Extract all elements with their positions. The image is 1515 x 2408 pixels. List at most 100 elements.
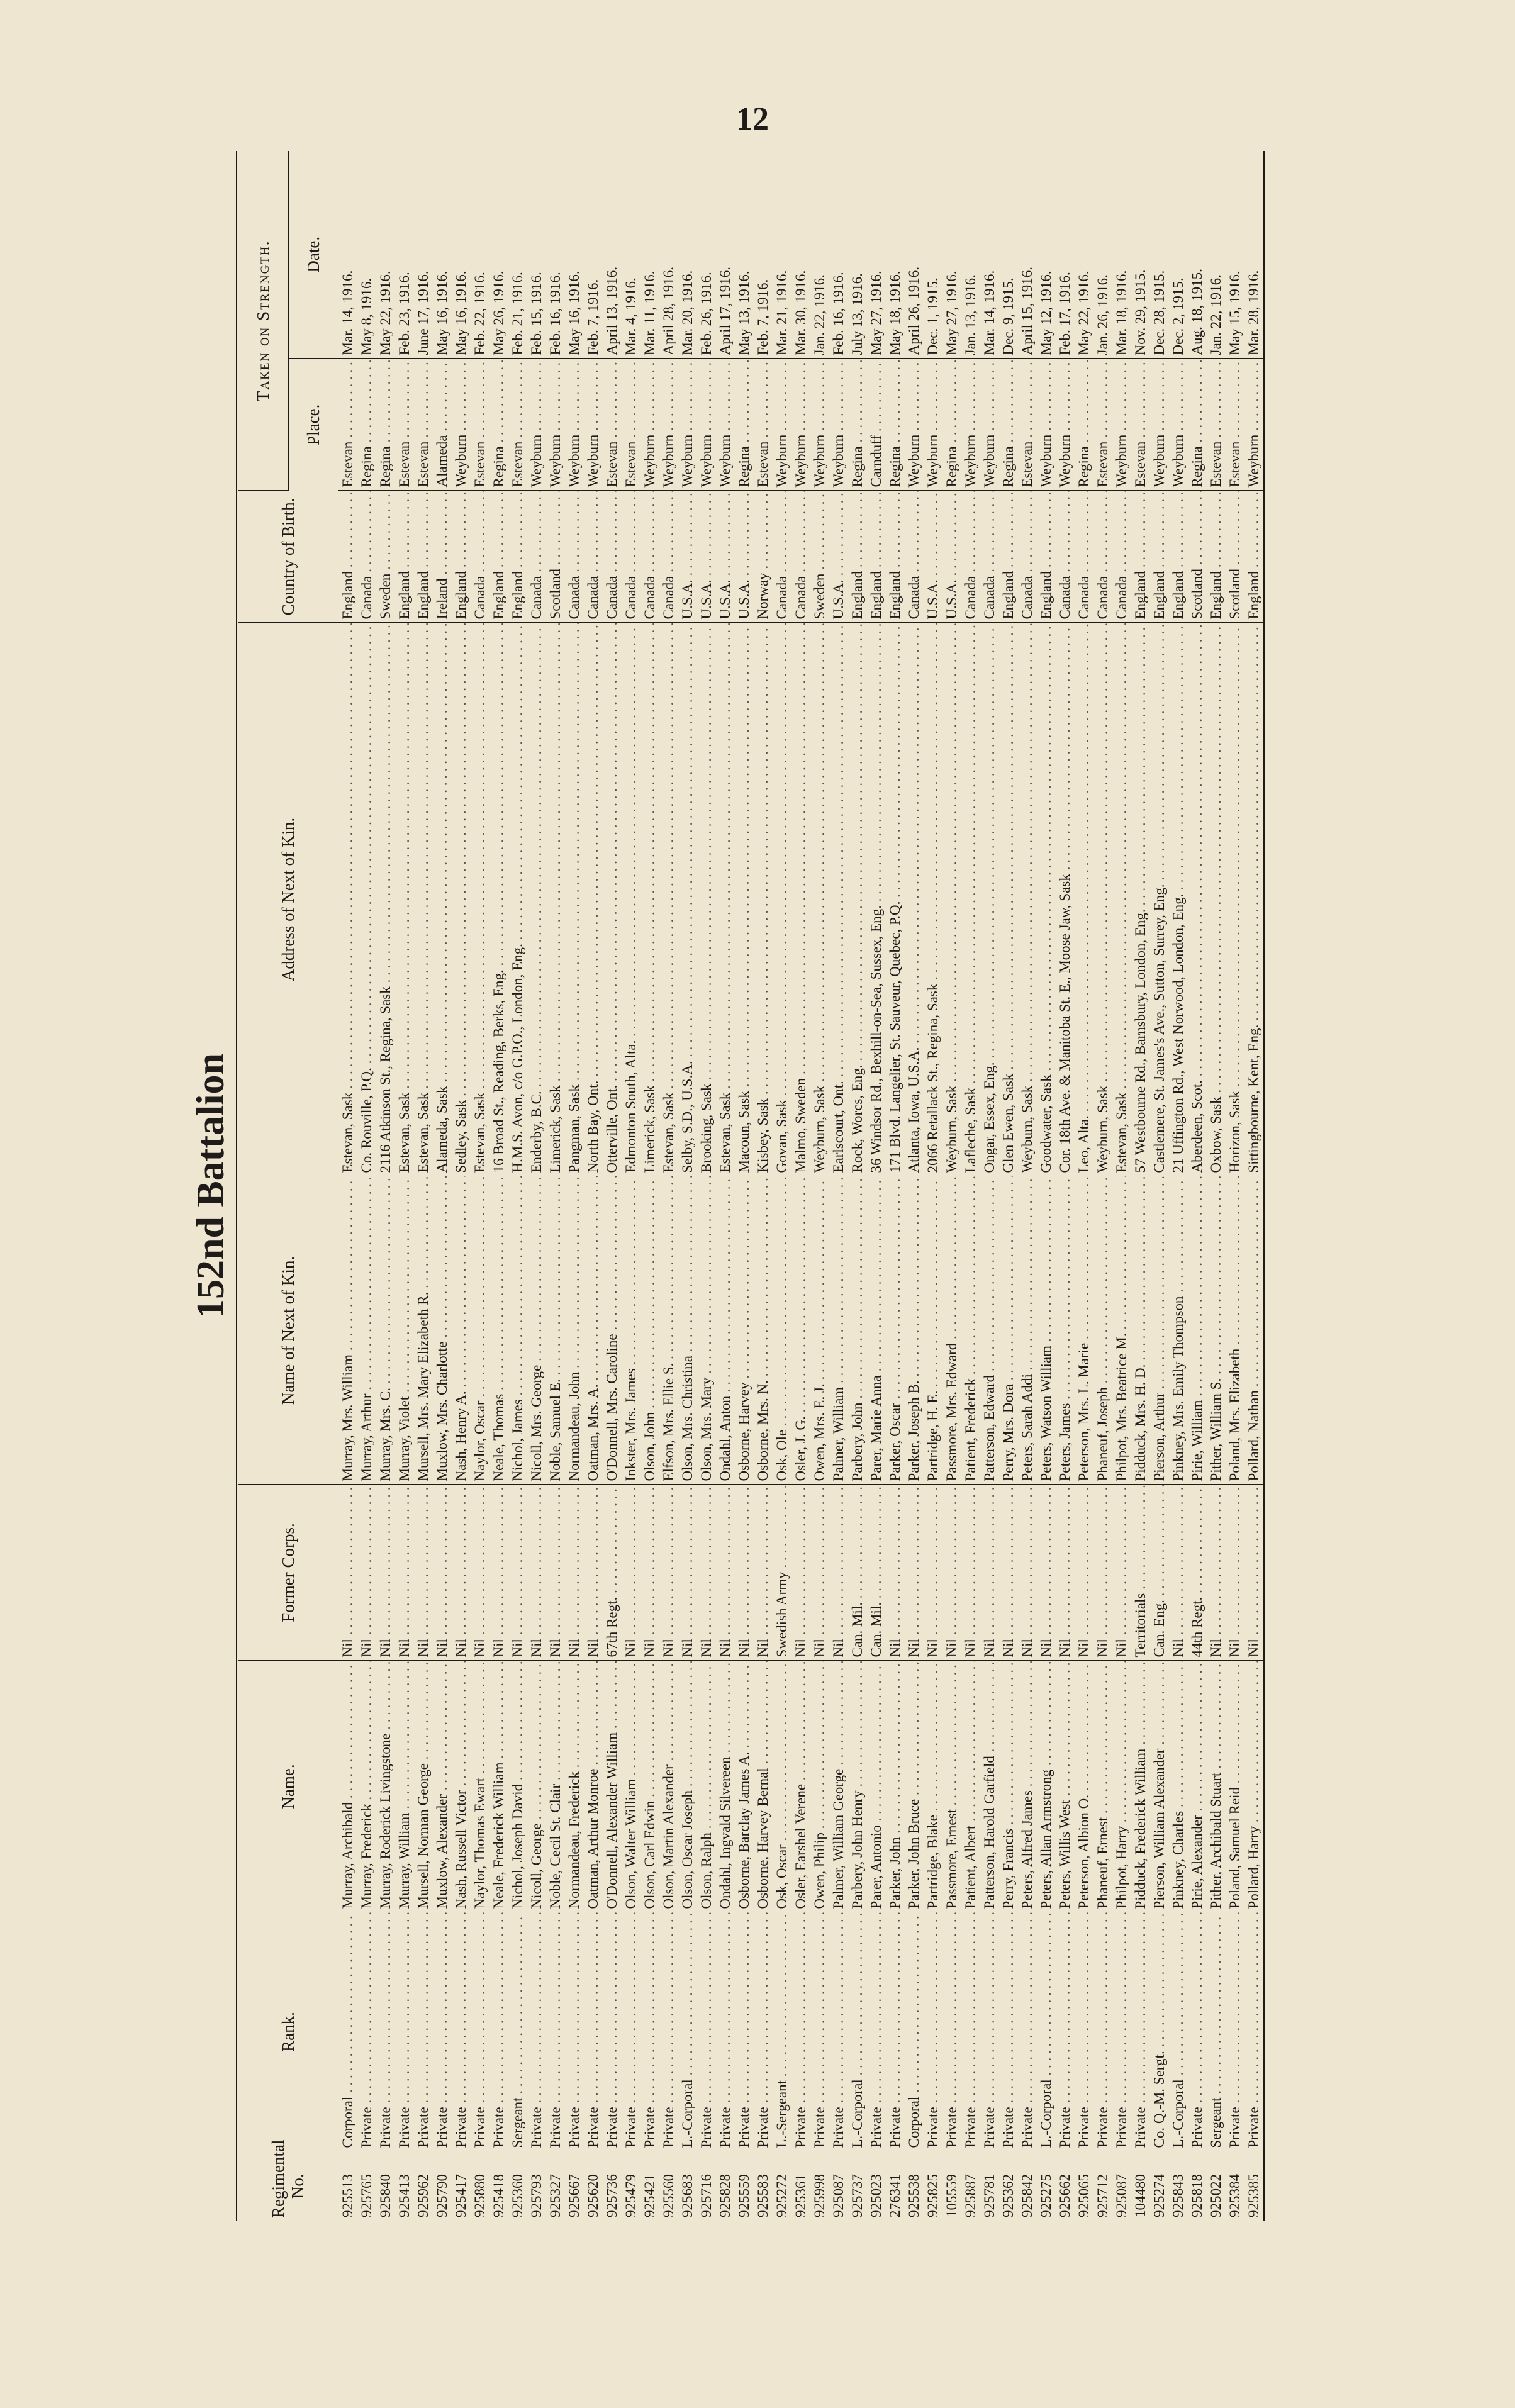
table-cell: Weyburn [659, 359, 678, 491]
table-cell: 36 Windsor Rd., Bexhill-on-Sea, Sussex, … [867, 623, 886, 1176]
column-header: Name of Next of Kin. [237, 1176, 338, 1485]
table-cell: Private [886, 1912, 905, 2151]
table-cell: Private [452, 1912, 471, 2151]
table-cell: Nichol, Joseph David [508, 1661, 527, 1912]
table-cell: Weyburn [584, 359, 603, 491]
table-cell: Private [1018, 1912, 1037, 2151]
table-cell: 925840 [377, 2174, 393, 2217]
table-cell: Can. Eng. [1150, 1485, 1169, 1661]
table-cell: 925360 [510, 2174, 525, 2217]
table-cell: Estevan, Sask [338, 623, 357, 1176]
table-cell: Kisbey, Sask [754, 623, 773, 1176]
table-cell: Private [622, 1912, 640, 2151]
table-cell: Brooking, Sask [697, 623, 716, 1176]
table-cell: Murray, Mrs. C. [376, 1176, 395, 1485]
table-cell: Dec. 28, 1915. [1150, 151, 1169, 359]
table-cell: England [395, 491, 414, 623]
column-header: Address of Next of Kin. [237, 623, 338, 1176]
table-cell: Osborne, Mrs. N. [754, 1176, 773, 1485]
table-cell: Private [791, 1912, 810, 2151]
table-cell: Weyburn [1169, 359, 1188, 491]
group-header: Taken on Strength. [237, 151, 289, 491]
table-cell: Nil [508, 1485, 527, 1661]
table-cell: 276341 [887, 2174, 903, 2217]
table-cell: Mar. 4, 1916. [622, 151, 640, 359]
table-cell: Canada [527, 491, 546, 623]
table-cell: Regina [1188, 359, 1207, 491]
table-cell: Private [357, 1912, 376, 2151]
table-cell: Pollard, Harry [1244, 1661, 1264, 1912]
table-cell: Nil [338, 1485, 357, 1661]
table-cell: Canada [791, 491, 810, 623]
table-cell: Noble, Cecil St. Clair [546, 1661, 565, 1912]
table-cell: 925274 [1151, 2174, 1167, 2217]
table-cell: Weyburn [527, 359, 546, 491]
table-cell: Osk, Oscar [773, 1661, 791, 1912]
table-row: 925843 L.-CorporalPinkney, CharlesNilPink… [1169, 151, 1188, 2221]
table-cell: Sittingbourne, Kent, Eng. [1244, 623, 1264, 1176]
table-row: 925781 PrivatePatterson, Harold GarfieldN… [980, 151, 999, 2221]
table-cell: England [867, 491, 886, 623]
table-row: 925479 PrivateOlson, Walter WilliamNilInk… [622, 151, 640, 2221]
table-row: 925360 SergeantNichol, Joseph DavidNilNic… [508, 151, 527, 2221]
table-cell: Private [1112, 1912, 1131, 2151]
table-cell: U.S.A. [735, 491, 754, 623]
table-cell: Pinkney, Charles [1169, 1661, 1188, 1912]
table-cell: O'Donnell, Alexander William [603, 1661, 622, 1912]
table-cell: Nil [829, 1485, 848, 1661]
table-cell: Estevan [622, 359, 640, 491]
table-cell: Enderby, B.C. [527, 623, 546, 1176]
table-cell: Private [584, 1912, 603, 2151]
table-row: 925065 PrivatePeterson, Albion O.NilPeter… [1075, 151, 1093, 2221]
table-cell: Pierson, William Alexander [1150, 1661, 1169, 1912]
table-cell: Feb. 7, 1916. [754, 151, 773, 359]
table-cell: Regina [1075, 359, 1093, 491]
table-cell: Weyburn [1150, 359, 1169, 491]
table-cell: Sergeant [508, 1912, 527, 2151]
table-cell: Carnduff [867, 359, 886, 491]
table-cell: 925790 [434, 2174, 450, 2217]
table-cell: Castlemere, St. James's Ave., Sutton, Su… [1150, 623, 1169, 1176]
table-cell: Muxlow, Alexander [433, 1661, 452, 1912]
table-cell: Private [697, 1912, 716, 2151]
table-cell: Glen Ewen, Sask [999, 623, 1018, 1176]
table-cell: Dec. 9, 1915. [999, 151, 1018, 359]
table-cell: Nil [791, 1485, 810, 1661]
table-cell: Parker, Joseph B. [905, 1176, 924, 1485]
table-cell: Can. Mil. [867, 1485, 886, 1661]
table-cell: Otterville, Ont. [603, 623, 622, 1176]
table-cell: Nil [357, 1485, 376, 1661]
table-cell: Feb. 15, 1916. [527, 151, 546, 359]
table-cell: Private [1093, 1912, 1112, 2151]
table-cell: Murray, Archibald [338, 1661, 357, 1912]
table-cell: Nil [1018, 1485, 1037, 1661]
table-cell: Private [810, 1912, 829, 2151]
table-cell: Estevan [1131, 359, 1150, 491]
table-row: 925765 PrivateMurray, FrederickNilMurray,… [357, 151, 376, 2221]
table-cell: Murray, Mrs. William [338, 1176, 357, 1485]
table-cell: Nil [414, 1485, 433, 1661]
table-cell: Philpot, Mrs. Beatrice M. [1112, 1176, 1131, 1485]
table-cell: Osler, J. G. [791, 1176, 810, 1485]
table-cell: April 26, 1916. [905, 151, 924, 359]
table-cell: Private [867, 1912, 886, 2151]
table-cell: 925683 [679, 2174, 695, 2217]
table-cell: Nil [471, 1485, 489, 1661]
table-cell: May 13, 1916. [735, 151, 754, 359]
table-cell: Swedish Army [773, 1485, 791, 1661]
table-cell: May 22, 1916. [376, 151, 395, 359]
table-cell: Estevan, Sask [395, 623, 414, 1176]
table-cell: England [414, 491, 433, 623]
table-row: 925887 PrivatePatient, AlbertNilPatient, … [961, 151, 980, 2221]
table-cell: Territorials [1131, 1485, 1150, 1661]
table-cell: Private [735, 1912, 754, 2151]
table-cell: Regina [999, 359, 1018, 491]
table-row: 925825 PrivatePartridge, BlakeNilPartridg… [924, 151, 942, 2221]
table-cell: Nil [527, 1485, 546, 1661]
table-cell: May 27, 1916. [867, 151, 886, 359]
table-cell: U.S.A. [697, 491, 716, 623]
table-cell: Mar. 18, 1916. [1112, 151, 1131, 359]
table-cell: Feb. 26, 1916. [697, 151, 716, 359]
table-row: 925737 L.-CorporalParbery, John HenryCan.… [848, 151, 867, 2221]
table-cell: 2116 Atkinson St., Regina, Sask [376, 623, 395, 1176]
